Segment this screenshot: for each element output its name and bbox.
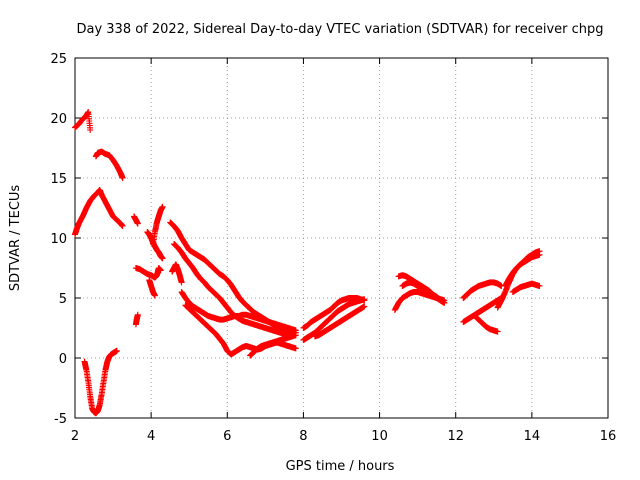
y-tick-label: 10	[50, 232, 67, 247]
data-point-markers	[92, 148, 126, 181]
data-point-markers	[72, 187, 126, 238]
series-s27	[502, 251, 543, 289]
x-axis-label: GPS time / hours	[286, 459, 395, 474]
data-point-markers	[300, 295, 368, 331]
x-tick-label: 12	[447, 429, 464, 444]
y-tick-label: 15	[50, 172, 67, 187]
x-tick-label: 2	[71, 429, 79, 444]
series-s19	[311, 303, 368, 340]
data-point-markers	[150, 203, 166, 247]
data-point-markers	[509, 280, 543, 295]
data-point-markers	[132, 311, 141, 328]
series-s5	[131, 213, 141, 227]
series-s28	[509, 280, 543, 295]
series-s3	[72, 187, 126, 238]
data-point-markers	[178, 289, 299, 334]
chart-title: Day 338 of 2022, Sidereal Day-to-day VTE…	[76, 22, 603, 37]
x-tick-label: 16	[600, 429, 617, 444]
series-s13	[169, 261, 185, 286]
axis-ticks: 2 4 6 8 10 12 14 16 -5 0 5 10 15 20 25	[50, 52, 616, 444]
series-s9	[150, 203, 166, 247]
series-s18	[300, 295, 368, 331]
x-tick-label: 8	[299, 429, 307, 444]
series-s14	[178, 289, 299, 334]
y-tick-label: 0	[59, 352, 67, 367]
data-point-markers	[132, 265, 164, 281]
data-point-markers	[460, 279, 505, 301]
data-point-markers	[171, 241, 295, 340]
y-tick-label: 20	[50, 112, 67, 127]
data-point-markers	[81, 347, 120, 417]
data-point-markers	[131, 213, 141, 227]
data-point-markers	[169, 261, 185, 286]
y-tick-label: 25	[50, 52, 67, 67]
series-s12	[171, 241, 295, 340]
series-s7	[132, 265, 164, 281]
series-s23	[460, 279, 505, 301]
data-points	[72, 109, 543, 417]
series-s6	[132, 311, 141, 328]
y-tick-label: 5	[59, 292, 67, 307]
series-s25	[471, 313, 501, 335]
data-point-markers	[72, 109, 94, 133]
x-tick-label: 4	[147, 429, 155, 444]
y-axis-label: SDTVAR / TECUs	[8, 185, 23, 292]
data-point-markers	[471, 313, 501, 335]
data-point-markers	[311, 303, 368, 340]
series-s2	[92, 148, 126, 181]
y-tick-label: -5	[54, 412, 67, 427]
data-point-markers	[247, 332, 299, 359]
data-point-markers	[399, 279, 448, 306]
data-point-markers	[502, 251, 543, 289]
x-tick-label: 6	[223, 429, 231, 444]
series-s22	[399, 279, 448, 306]
series-s4	[81, 347, 120, 417]
x-tick-label: 14	[524, 429, 541, 444]
x-tick-label: 10	[371, 429, 388, 444]
series-s16	[247, 332, 299, 359]
series-s1	[72, 109, 94, 133]
series-s10	[146, 277, 158, 299]
grid	[75, 58, 608, 418]
data-point-markers	[146, 277, 158, 299]
